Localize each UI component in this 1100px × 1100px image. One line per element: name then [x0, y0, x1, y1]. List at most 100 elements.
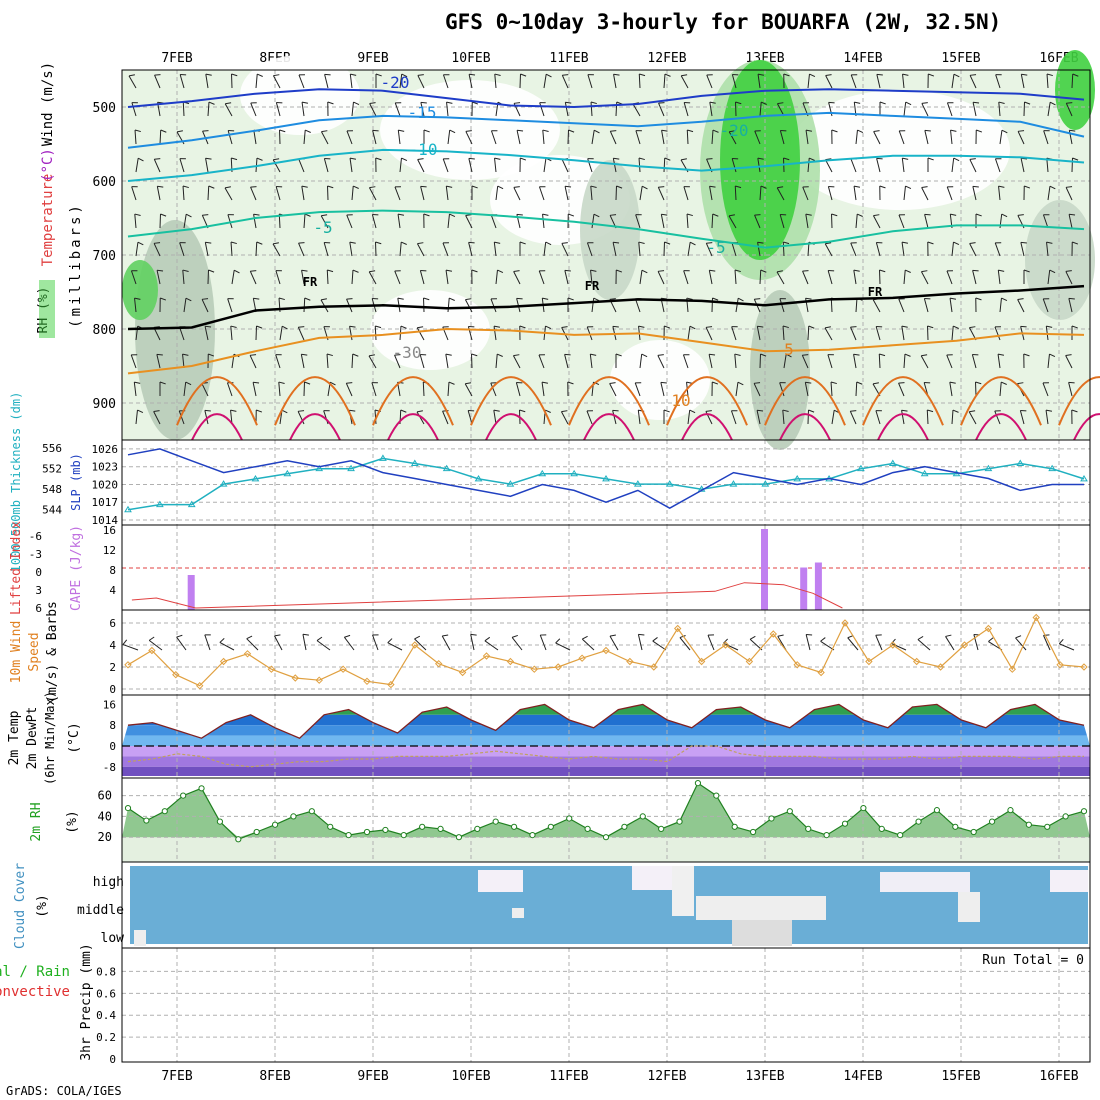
- wind-barb-feather: [494, 73, 501, 76]
- wind-barb-feather: [825, 74, 832, 77]
- wind-speed-marker: [554, 663, 562, 671]
- date-label-bottom: 14FEB: [843, 1069, 882, 1084]
- wind-barb: [994, 242, 1001, 257]
- wind-barb-feather: [998, 185, 1005, 188]
- wind-barb: [632, 103, 641, 117]
- wind-barb-feather: [301, 101, 309, 104]
- wind-barb: [945, 636, 955, 651]
- dewpt-band: [122, 746, 1090, 757]
- ylabel-wind: Wind (m/s): [40, 62, 56, 146]
- wind-barb: [637, 634, 643, 651]
- wind-barb-feather: [468, 241, 475, 244]
- wind-barb: [850, 326, 857, 341]
- wind-barb-feather: [970, 74, 977, 76]
- wind-barb: [1046, 73, 1049, 89]
- wind-barb: [971, 354, 977, 369]
- slp-tick: 1026: [92, 443, 119, 456]
- temp-tick: 16: [103, 698, 116, 711]
- wind-barb-feather: [681, 74, 688, 77]
- rh-marker: [327, 823, 334, 830]
- thickness-marker: [506, 480, 515, 487]
- upper-air-panel: -20 -15 -10 -5 -5 FR FR FR -20 5 10 -30: [122, 50, 1100, 450]
- wind-barb-feather: [182, 185, 189, 189]
- isotherm-15: [877, 413, 929, 441]
- wind-barb-feather: [590, 185, 597, 188]
- wind-barb: [901, 410, 905, 425]
- rh-marker: [419, 823, 426, 830]
- wind-barb-feather: [344, 634, 351, 638]
- wind-barb: [999, 298, 1002, 313]
- wind-barb: [853, 354, 857, 369]
- wind-barb: [560, 411, 569, 425]
- wind-barb: [205, 158, 209, 173]
- wind-barb: [275, 354, 281, 369]
- wind-barb-feather: [820, 637, 826, 642]
- wind-barb-feather: [928, 73, 935, 77]
- ylabel-wind10m-speed: Speed: [27, 632, 42, 671]
- wind-speed-marker: [865, 657, 873, 666]
- wind-barb-feather: [613, 73, 620, 76]
- wind-barb: [776, 271, 785, 285]
- cloud-gap: [478, 870, 523, 892]
- wind-barb: [1068, 214, 1073, 229]
- dewpt-band: [122, 756, 1090, 767]
- wind-barb-feather: [853, 353, 860, 356]
- wind-barb-feather: [465, 214, 472, 217]
- rh-marker: [841, 820, 849, 827]
- wind-barb: [759, 269, 762, 285]
- wind-barb: [1065, 187, 1073, 201]
- wind-barb: [227, 214, 233, 229]
- wind-barb-feather: [484, 636, 491, 642]
- wind-barb-feather: [1024, 101, 1031, 105]
- wind-barb-feather: [805, 381, 812, 384]
- wind-barb: [442, 74, 449, 89]
- wind-barb-feather: [1018, 130, 1025, 132]
- wind-barb: [805, 634, 811, 651]
- wind-barb: [855, 297, 858, 313]
- wind-barb: [807, 74, 810, 89]
- wind-barb-feather: [686, 297, 693, 300]
- wind-speed-marker: [434, 659, 443, 668]
- wind-barb-feather: [1049, 101, 1056, 106]
- wind-barb-feather: [561, 242, 568, 244]
- wind-barb: [663, 73, 666, 89]
- wind-barb: [683, 186, 689, 201]
- wind-speed-marker: [387, 680, 395, 689]
- wind-tick: 4: [109, 639, 116, 652]
- wind-barb-feather: [350, 73, 357, 76]
- wind-barb: [920, 271, 929, 285]
- wind-barb: [757, 242, 761, 257]
- wind-barb-feather: [137, 157, 144, 162]
- wind-barb: [493, 410, 497, 425]
- isotherm-10: [960, 376, 1042, 426]
- thickness-marker: [665, 480, 674, 487]
- wind-speed-marker: [697, 657, 706, 666]
- wind-barb-feather: [185, 297, 192, 302]
- wind-barb-feather: [445, 353, 452, 356]
- wind-barb: [855, 130, 858, 145]
- wind-barb: [969, 159, 977, 173]
- wind-barb: [134, 298, 137, 313]
- wind-barb: [997, 354, 1001, 369]
- wind-speed-marker: [817, 668, 825, 677]
- wind-barb-feather: [638, 325, 645, 328]
- wind-barb: [994, 410, 1001, 425]
- wind-speed-marker: [315, 676, 323, 684]
- wind-barb-feather: [593, 297, 600, 302]
- isotherm-15: [583, 413, 635, 441]
- wind-barb-feather: [397, 213, 405, 216]
- rh-marker: [400, 832, 407, 839]
- date-label-top: 14FEB: [843, 51, 882, 66]
- isotherm-line: [127, 327, 1085, 375]
- wind-barb-feather: [423, 129, 430, 133]
- wind-barb: [394, 102, 401, 117]
- wind-barb: [253, 214, 257, 229]
- wind-barb: [374, 325, 377, 341]
- wind-barb-feather: [517, 129, 524, 132]
- rh-marker: [124, 804, 132, 812]
- wind-speed-marker: [243, 650, 252, 658]
- wind-barb-feather: [400, 325, 407, 329]
- wind-barb: [512, 355, 521, 369]
- wind-barb-feather: [921, 270, 928, 273]
- wind-barb: [969, 243, 977, 257]
